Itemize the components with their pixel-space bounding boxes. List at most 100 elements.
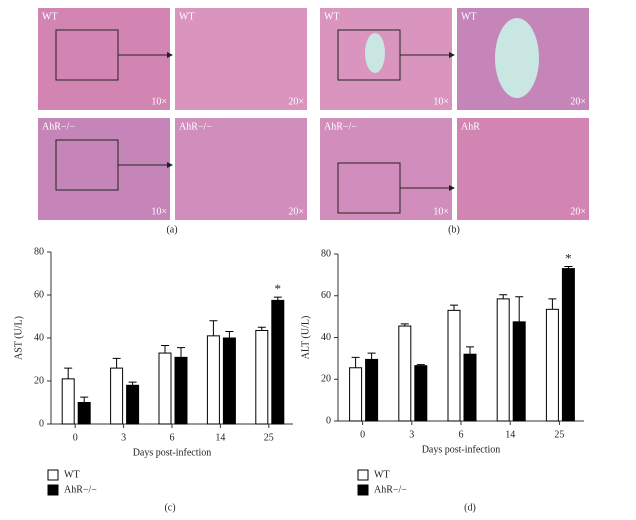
bar — [398, 325, 412, 422]
bar — [110, 367, 124, 425]
y-tick-label: 60 — [34, 289, 44, 300]
annotation: * — [275, 281, 282, 296]
annotation: * — [565, 251, 572, 266]
arrow-head — [167, 162, 173, 168]
histology-texture — [320, 118, 452, 220]
error-bar — [177, 347, 185, 358]
tile-genotype: WT — [324, 11, 340, 22]
histology-texture — [175, 118, 307, 220]
histology-image — [175, 8, 307, 110]
bar — [414, 365, 428, 422]
y-tick-label: 0 — [39, 418, 44, 429]
bar — [158, 352, 172, 425]
x-axis-label: Days post-infection — [133, 447, 212, 458]
legend-swatch — [47, 484, 59, 496]
error-bar — [400, 323, 409, 327]
error-bar — [257, 326, 266, 331]
histology-image — [320, 118, 452, 220]
legend-label: AhR−/− — [374, 484, 407, 495]
error-bar — [548, 298, 557, 310]
error-bar — [564, 266, 573, 269]
x-tick-label: 3 — [409, 429, 414, 440]
legend-label: WT — [64, 469, 80, 480]
x-tick-label: 3 — [121, 432, 126, 443]
bar — [255, 329, 269, 425]
tile-genotype: AhR−/− — [324, 121, 357, 132]
legend-swatch — [357, 484, 369, 496]
panel-label: (a) — [166, 224, 177, 235]
bar — [463, 353, 477, 422]
bar — [271, 299, 285, 425]
tile-genotype: AhR−/− — [179, 121, 212, 132]
histology-texture — [38, 8, 170, 110]
histology-texture — [38, 118, 170, 220]
y-tick-label: 0 — [326, 415, 331, 426]
panel-label: (b) — [448, 224, 460, 235]
bar — [496, 298, 510, 422]
bar — [77, 402, 91, 425]
panel-label: (d) — [464, 502, 476, 513]
legend-label: AhR−/− — [64, 484, 97, 495]
tile-magnification: 20× — [288, 206, 304, 217]
bar — [561, 268, 575, 422]
tile-genotype: AhR — [461, 121, 480, 132]
bar — [365, 358, 379, 422]
y-tick-label: 20 — [321, 374, 331, 385]
x-tick-label: 6 — [170, 432, 175, 443]
bar — [512, 321, 526, 422]
histology-texture — [175, 8, 307, 110]
bar — [447, 309, 461, 422]
error-bar — [367, 352, 376, 360]
histology-image — [457, 118, 589, 220]
bar — [61, 378, 75, 425]
error-bar — [273, 296, 282, 301]
tile-magnification: 20× — [288, 96, 304, 107]
tile-genotype: WT — [42, 11, 58, 22]
error-bar — [515, 296, 524, 322]
error-bar — [351, 356, 360, 368]
arrow-head — [449, 185, 455, 191]
histology-image — [320, 8, 452, 110]
bar — [174, 356, 188, 425]
histology-image — [38, 118, 170, 220]
y-tick-label: 60 — [321, 290, 331, 301]
histology-image — [38, 8, 170, 110]
error-bar — [80, 396, 89, 403]
error-bar — [112, 357, 121, 369]
legend-swatch — [47, 469, 59, 481]
x-tick-label: 6 — [459, 429, 464, 440]
legend-label: WT — [374, 469, 390, 480]
error-bar — [161, 345, 169, 354]
tile-magnification: 10× — [151, 206, 167, 217]
error-bar — [450, 304, 458, 311]
y-axis-label: ALT (U/L) — [300, 316, 311, 360]
histology-image — [175, 118, 307, 220]
bar — [545, 308, 559, 422]
x-axis-label: Days post-infection — [422, 444, 501, 455]
arrow-head — [449, 52, 455, 58]
tile-genotype: AhR−/− — [42, 121, 75, 132]
tile-magnification: 10× — [433, 206, 449, 217]
x-tick-label: 0 — [73, 432, 78, 443]
y-axis-label: AST (U/L) — [13, 316, 24, 360]
x-tick-label: 25 — [264, 432, 274, 443]
y-tick-label: 40 — [321, 332, 331, 343]
bar — [126, 384, 140, 425]
y-tick-label: 80 — [321, 248, 331, 259]
x-tick-label: 0 — [360, 429, 365, 440]
x-tick-label: 14 — [505, 429, 515, 440]
error-bar — [466, 346, 474, 355]
bar — [206, 335, 220, 425]
vessel-lumen — [365, 33, 385, 73]
error-bar — [128, 381, 137, 386]
error-bar — [209, 320, 218, 336]
vessel-lumen — [495, 18, 539, 98]
histology-texture — [457, 118, 589, 220]
tile-genotype: WT — [461, 11, 477, 22]
arrow-head — [167, 52, 173, 58]
x-tick-label: 14 — [215, 432, 225, 443]
error-bar — [225, 331, 234, 338]
tile-magnification: 10× — [433, 96, 449, 107]
y-tick-label: 80 — [34, 246, 44, 257]
